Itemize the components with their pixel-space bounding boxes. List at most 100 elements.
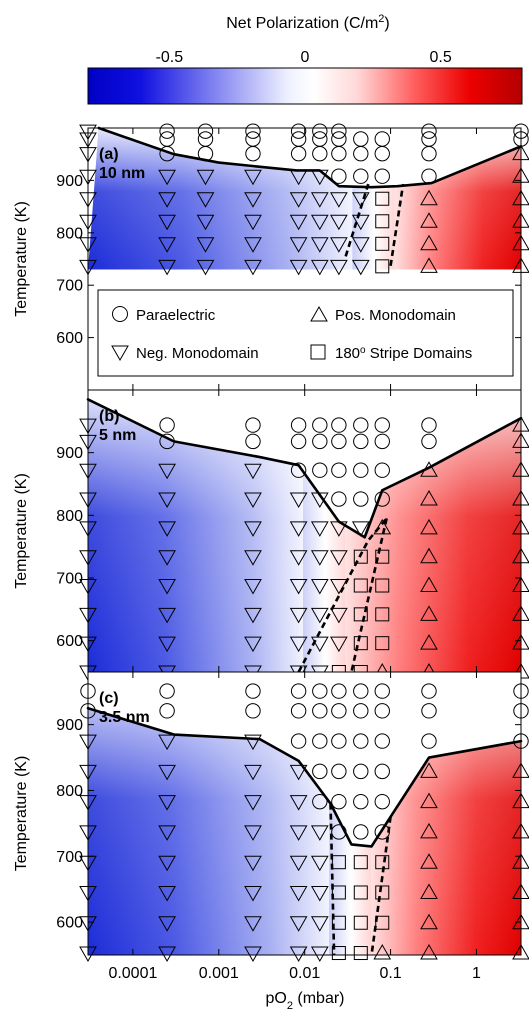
marker-paraelectric (421, 131, 437, 147)
marker-neg-monodomain (158, 855, 176, 872)
marker-paraelectric (159, 683, 175, 699)
marker-neg-monodomain (158, 885, 176, 902)
marker-neg-monodomain (289, 764, 308, 781)
marker-paraelectric (513, 683, 529, 699)
marker-paraelectric (331, 123, 347, 139)
marker-pos-monodomain (512, 257, 529, 273)
y-tick-label: 900 (56, 717, 83, 734)
marker-stripe-domains (353, 578, 368, 593)
marker-paraelectric (374, 462, 390, 478)
legend-label-neg-monodomain: Neg. Monodomain (136, 345, 259, 362)
marker-pos-monodomain (420, 944, 438, 960)
stripe-boundary-line (370, 816, 392, 956)
marker-pos-monodomain (420, 605, 438, 621)
marker-stripe-domains (375, 549, 390, 564)
marker-paraelectric (197, 123, 214, 139)
marker-pos-monodomain (420, 461, 438, 477)
marker-paraelectric (290, 462, 307, 478)
marker-paraelectric (80, 703, 96, 719)
marker-paraelectric (312, 462, 328, 478)
marker-stripe-domains (375, 236, 390, 251)
marker-paraelectric (353, 733, 369, 749)
marker-pos-monodomain (512, 189, 529, 206)
marker-paraelectric (353, 131, 369, 147)
marker-paraelectric (331, 433, 347, 450)
marker-neg-monodomain (310, 855, 329, 872)
marker-neg-monodomain (158, 192, 176, 208)
marker-paraelectric (421, 417, 437, 433)
legend-circle-icon (112, 306, 128, 322)
marker-neg-monodomain (158, 521, 176, 537)
marker-pos-monodomain (420, 576, 438, 593)
marker-neg-monodomain (244, 521, 262, 537)
marker-stripe-domains (375, 885, 390, 900)
marker-pos-monodomain (420, 490, 438, 506)
marker-neg-monodomain (158, 916, 176, 932)
x-tick-label: 0.01 (289, 965, 320, 982)
marker-neg-monodomain (330, 237, 348, 253)
marker-neg-monodomain (310, 946, 329, 963)
marker-neg-monodomain (244, 192, 262, 208)
marker-pos-monodomain (512, 883, 529, 899)
x-tick-label: 0.0001 (108, 965, 157, 982)
marker-neg-monodomain (79, 916, 97, 932)
marker-pos-monodomain (420, 792, 438, 809)
marker-neg-monodomain (244, 734, 262, 751)
marker-paraelectric (245, 123, 261, 139)
marker-neg-monodomain (310, 885, 329, 902)
x-tick-label: 1 (472, 965, 481, 982)
marker-neg-monodomain (79, 124, 97, 141)
marker-neg-monodomain (289, 169, 308, 186)
marker-paraelectric (374, 733, 390, 749)
y-tick-label: 600 (56, 330, 83, 347)
marker-neg-monodomain (289, 885, 308, 902)
y-tick-label: 800 (56, 225, 83, 242)
marker-pos-monodomain (420, 518, 438, 535)
panel-1: 600 700 800 900 Temperature (K) (a) 10 nm (13, 123, 529, 391)
marker-neg-monodomain (351, 259, 370, 276)
marker-paraelectric (421, 433, 437, 450)
y-tick-label: 900 (56, 445, 83, 462)
marker-neg-monodomain (158, 169, 176, 186)
marker-neg-monodomain (289, 579, 308, 595)
marker-stripe-domains (375, 259, 390, 274)
marker-neg-monodomain (158, 492, 176, 509)
marker-pos-monodomain (512, 432, 529, 448)
marker-paraelectric (374, 703, 390, 719)
marker-neg-monodomain (310, 169, 329, 186)
marker-paraelectric (290, 131, 307, 147)
marker-neg-monodomain (289, 607, 308, 624)
marker-pos-monodomain (373, 944, 392, 960)
marker-neg-monodomain (330, 259, 348, 276)
marker-neg-monodomain (289, 636, 308, 653)
marker-pos-monodomain (512, 234, 529, 251)
marker-neg-monodomain (244, 259, 262, 276)
legend-box (97, 289, 514, 377)
marker-paraelectric (353, 703, 369, 719)
marker-stripe-domains (353, 549, 368, 564)
legend-square-icon (310, 344, 326, 360)
marker-neg-monodomain (196, 237, 215, 253)
marker-paraelectric (331, 131, 347, 147)
marker-neg-monodomain (79, 132, 97, 149)
marker-pos-monodomain (512, 792, 529, 809)
marker-pos-monodomain (512, 913, 529, 930)
marker-paraelectric (245, 417, 261, 433)
stripe-boundary-line (350, 518, 388, 673)
y-tick-label: 700 (56, 849, 83, 866)
marker-paraelectric (353, 462, 369, 478)
marker-paraelectric (331, 168, 347, 184)
marker-paraelectric (353, 683, 369, 699)
marker-paraelectric (353, 824, 369, 840)
marker-neg-monodomain (310, 237, 329, 253)
marker-neg-monodomain (289, 521, 308, 537)
marker-neg-monodomain (79, 463, 97, 480)
marker-pos-monodomain (512, 853, 529, 869)
marker-paraelectric (374, 433, 390, 450)
marker-paraelectric (513, 131, 529, 147)
marker-paraelectric (312, 763, 328, 780)
legend-label-stripe-domains: 180o Stripe Domains (335, 345, 472, 363)
marker-neg-monodomain (289, 795, 308, 811)
colorbar-tick-label: -0.5 (156, 49, 184, 66)
marker-neg-monodomain (310, 825, 329, 841)
